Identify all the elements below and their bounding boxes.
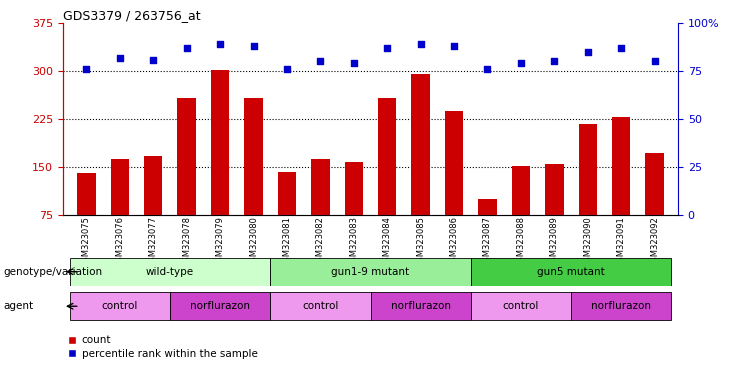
Text: agent: agent (4, 301, 34, 311)
Point (548, 58, 560, 65)
Text: control: control (302, 301, 339, 311)
Point (314, 58, 326, 65)
Point (615, 45, 627, 51)
Point (81, 66, 93, 72)
Bar (170, 293, 270, 320)
Point (348, 60, 359, 66)
Bar (579, 124, 597, 215)
Bar (478, 199, 496, 215)
Bar (345, 162, 363, 215)
Bar (512, 166, 530, 215)
Bar (245, 98, 263, 215)
Text: control: control (102, 301, 138, 311)
Bar (110, 159, 129, 215)
Point (281, 66, 293, 72)
Point (214, 41, 226, 47)
Bar (278, 172, 296, 215)
Text: norflurazon: norflurazon (591, 301, 651, 311)
Bar (471, 293, 571, 320)
Bar (70, 258, 270, 286)
Text: control: control (502, 301, 539, 311)
Point (147, 56, 159, 63)
Text: genotype/variation: genotype/variation (4, 266, 103, 277)
Legend: count, percentile rank within the sample: count, percentile rank within the sample (68, 336, 258, 359)
Point (181, 45, 193, 51)
Bar (571, 293, 671, 320)
Bar (378, 98, 396, 215)
Text: GDS3379 / 263756_at: GDS3379 / 263756_at (63, 9, 201, 22)
Text: wild-type: wild-type (146, 266, 194, 277)
Point (515, 60, 527, 66)
Bar (144, 156, 162, 215)
Bar (70, 293, 170, 320)
Point (415, 41, 427, 47)
Text: gun1-9 mutant: gun1-9 mutant (331, 266, 410, 277)
Bar (370, 293, 471, 320)
Bar (177, 98, 196, 215)
Point (114, 55, 126, 61)
Text: norflurazon: norflurazon (190, 301, 250, 311)
Bar (471, 258, 671, 286)
Text: norflurazon: norflurazon (391, 301, 451, 311)
Point (648, 58, 660, 65)
Point (247, 43, 259, 49)
Point (582, 49, 594, 55)
Bar (411, 74, 430, 215)
Bar (311, 159, 330, 215)
Bar (612, 117, 631, 215)
Bar (545, 164, 564, 215)
Text: gun5 mutant: gun5 mutant (537, 266, 605, 277)
Point (448, 43, 460, 49)
Bar (270, 293, 370, 320)
Bar (77, 174, 96, 215)
Point (482, 66, 494, 72)
Point (382, 45, 393, 51)
Bar (270, 258, 471, 286)
Bar (445, 111, 463, 215)
Bar (645, 153, 664, 215)
Bar (211, 70, 229, 215)
